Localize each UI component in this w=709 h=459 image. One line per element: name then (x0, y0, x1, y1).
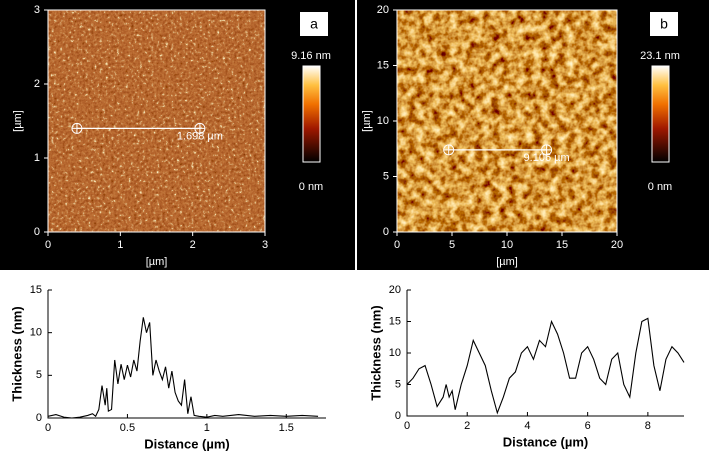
y-tick-label: 20 (377, 4, 389, 16)
x-tick-label: 0 (404, 420, 410, 432)
y-tick-label: 0 (34, 226, 40, 238)
x-tick-label: 4 (524, 420, 530, 432)
y-tick-label: 2 (34, 78, 40, 90)
y-tick-label: 0 (36, 412, 42, 424)
axes (47, 290, 326, 419)
x-tick-label: 1.5 (279, 422, 294, 434)
afm-image-a (48, 10, 265, 232)
x-axis-label: Distance (µm) (144, 436, 230, 451)
profile-length: 9.106 µm (524, 152, 570, 164)
x-tick-label: 2 (190, 239, 196, 251)
y-tick-label: 3 (34, 4, 40, 16)
profile-curve (47, 317, 319, 419)
y-tick-label: 0 (383, 226, 389, 238)
crosshair (71, 123, 82, 134)
axes (406, 290, 684, 417)
color-bar (651, 65, 670, 163)
x-tick-label: 1 (204, 422, 210, 434)
afm-image-b (397, 10, 617, 232)
crosshair (194, 123, 205, 134)
profile-curve (406, 317, 685, 415)
panel-label-box (650, 12, 678, 36)
y-axis-label: [µm] (361, 110, 373, 132)
y-axis-label: Thickness (nm) (368, 305, 383, 400)
profile-length: 1.698 µm (177, 130, 223, 142)
x-tick-label: 8 (645, 420, 651, 432)
y-tick-label: 15 (389, 315, 401, 327)
y-tick-label: 15 (30, 284, 42, 296)
x-tick-label: 5 (449, 239, 455, 251)
y-tick-label: 15 (377, 59, 389, 71)
color-bar (302, 65, 321, 163)
y-tick-label: 5 (395, 378, 401, 390)
crosshair (443, 144, 454, 155)
x-tick-label: 0.5 (120, 422, 135, 434)
y-axis-label: Thickness (nm) (9, 306, 24, 401)
panel-label: a (310, 16, 318, 32)
y-tick-label: 1 (34, 152, 40, 164)
x-axis-label: Distance (µm) (503, 434, 589, 449)
y-tick-label: 5 (383, 170, 389, 182)
scale-min: 0 nm (648, 181, 672, 193)
x-tick-label: 15 (556, 239, 568, 251)
x-tick-label: 0 (394, 239, 400, 251)
x-axis-label: [µm] (146, 256, 168, 268)
x-tick-label: 2 (464, 420, 470, 432)
y-tick-label: 20 (389, 284, 401, 296)
crosshair (541, 144, 552, 155)
x-tick-label: 0 (45, 422, 51, 434)
x-tick-label: 10 (501, 239, 513, 251)
scale-max: 23.1 nm (640, 50, 680, 62)
x-tick-label: 0 (45, 239, 51, 251)
panel-label-box (300, 12, 328, 36)
image-frame (47, 9, 266, 233)
x-tick-label: 3 (262, 239, 268, 251)
x-tick-label: 1 (117, 239, 123, 251)
y-tick-label: 0 (395, 410, 401, 422)
y-tick-label: 5 (36, 369, 42, 381)
panel-label: b (660, 16, 668, 32)
x-tick-label: 20 (611, 239, 623, 251)
y-tick-label: 10 (389, 347, 401, 359)
scale-min: 0 nm (299, 181, 323, 193)
y-tick-label: 10 (377, 115, 389, 127)
y-tick-label: 10 (30, 327, 42, 339)
x-tick-label: 6 (585, 420, 591, 432)
scale-max: 9.16 nm (291, 50, 331, 62)
x-axis-label: [µm] (496, 256, 518, 268)
y-axis-label: [µm] (12, 110, 24, 132)
